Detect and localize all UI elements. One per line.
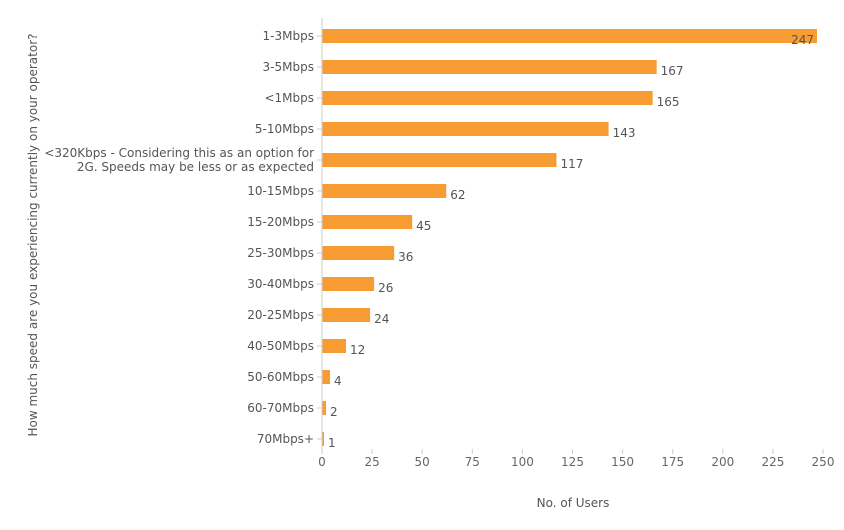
bar [322,122,609,136]
category-label: 70Mbps+ [257,432,314,446]
value-label: 45 [416,219,431,233]
bar [322,339,347,353]
value-label: 117 [560,157,583,171]
value-label: 143 [613,126,636,140]
category-label: <1Mbps [264,91,314,105]
x-tick-label: 75 [465,455,480,469]
value-label: 4 [334,374,342,388]
bar [322,215,413,229]
bar [322,401,327,415]
category-label: 20-25Mbps [247,308,314,322]
x-tick-label: 250 [812,455,835,469]
category-labels-layer: 1-3Mbps 3-5Mbps <1Mbps 5-10Mbps <320Kbps - C… [44,29,314,446]
category-label: 3-5Mbps [263,60,314,74]
category-label: 15-20Mbps [247,215,314,229]
bar [322,246,395,260]
category-label: 1-3Mbps [263,29,314,43]
category-label: 30-40Mbps [247,277,314,291]
category-label: <320Kbps - Considering this as an option… [44,146,314,174]
value-label: 62 [450,188,465,202]
bar [322,184,447,198]
x-tick-label: 25 [364,455,379,469]
bar [322,308,371,322]
value-label: 36 [398,250,413,264]
x-tick-label: 150 [611,455,634,469]
bar [322,370,331,384]
value-label: 12 [350,343,365,357]
y-axis-title: How much speed are you experiencing curr… [26,33,40,436]
x-tick-label: 100 [511,455,534,469]
x-tick-label: 175 [661,455,684,469]
x-axis: 0 25 50 75 100 125 150 175 200 225 250 [317,18,834,469]
bars-layer [322,29,817,446]
value-label: 167 [661,64,684,78]
category-label: 25-30Mbps [247,246,314,260]
x-tick-label: 125 [561,455,584,469]
value-label: 24 [374,312,389,326]
bar [322,91,653,105]
category-label: 50-60Mbps [247,370,314,384]
category-label: 40-50Mbps [247,339,314,353]
bar [322,60,657,74]
value-label: 2 [330,405,338,419]
x-axis-title: No. of Users [537,496,610,510]
value-labels-layer: 247 167 165 143 117 62 45 36 26 24 12 4 2 1 [328,33,814,450]
bar [322,29,817,43]
category-label: 60-70Mbps [247,401,314,415]
value-label: 247 [791,33,814,47]
bar [322,277,375,291]
x-tick-label: 50 [415,455,430,469]
x-tick-label: 0 [318,455,326,469]
category-label: 10-15Mbps [247,184,314,198]
x-tick-label: 200 [711,455,734,469]
category-label: 5-10Mbps [255,122,314,136]
value-label: 26 [378,281,393,295]
bar [322,153,557,167]
value-label: 165 [657,95,680,109]
x-tick-label: 225 [761,455,784,469]
value-label: 1 [328,436,336,450]
bar [322,432,325,446]
